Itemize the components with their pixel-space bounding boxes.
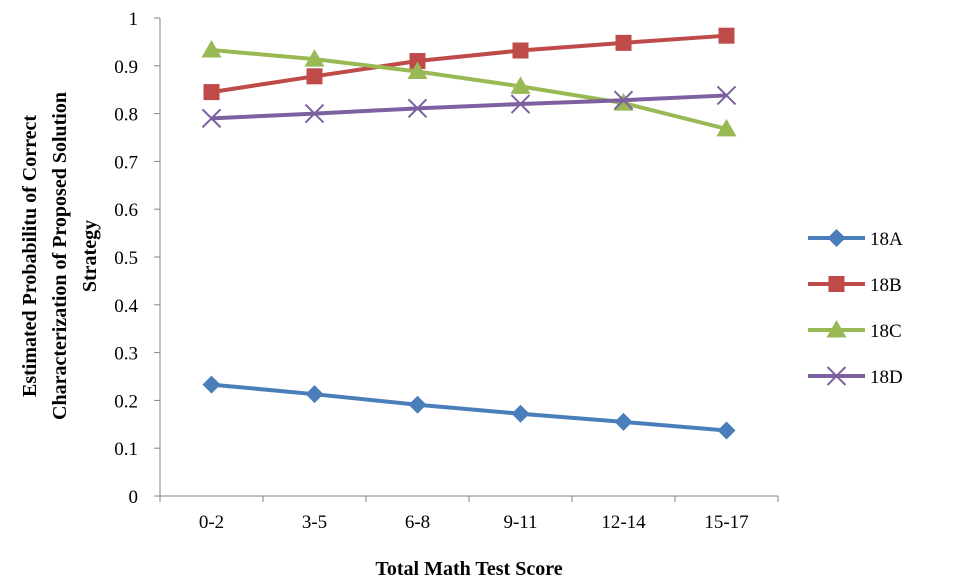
x-tick-label: 9-11 <box>503 512 537 533</box>
series-18c <box>201 40 737 137</box>
legend-item-18a: 18A <box>808 229 903 250</box>
data-point <box>306 68 323 85</box>
y-tick-label: 0.6 <box>114 200 138 221</box>
data-point <box>408 395 427 414</box>
y-tick-label: 0.1 <box>114 439 138 460</box>
legend-item-18c: 18C <box>808 320 902 342</box>
y-axis-title: Estimated Probabilitu of Correct Characte… <box>19 92 101 420</box>
axes <box>159 18 778 497</box>
y-tick-label: 0.4 <box>114 296 138 317</box>
legend-label: 18A <box>870 229 903 250</box>
x-axis-title: Total Math Test Score <box>375 558 562 580</box>
y-tick-label: 0.7 <box>114 152 138 173</box>
legend-marker <box>826 366 847 386</box>
y-tick-label: 0.9 <box>114 57 138 78</box>
series-layer <box>201 27 737 440</box>
x-tick-label: 6-8 <box>405 512 430 533</box>
data-point <box>510 94 531 114</box>
data-point <box>615 34 632 51</box>
legend-marker <box>826 320 847 338</box>
data-point <box>304 49 325 67</box>
data-point <box>409 53 426 70</box>
x-tick-label: 0-2 <box>199 512 224 533</box>
data-point <box>512 42 529 59</box>
data-point <box>305 385 324 404</box>
y-tick-label: 1 <box>129 9 139 30</box>
data-point <box>511 404 530 423</box>
legend-item-18d: 18D <box>808 366 903 388</box>
y-axis-ticks: 0 0.1 0.2 0.3 0.4 0.5 0.6 0.7 0.8 0.9 1 <box>114 9 160 508</box>
x-axis-ticks: 0-2 3-5 6-8 9-11 12-14 15-17 <box>159 496 779 533</box>
y-tick-label: 0.2 <box>114 391 138 412</box>
y-tick-label: 0.8 <box>114 105 138 126</box>
series-line <box>211 48 727 131</box>
x-tick-label: 3-5 <box>302 512 327 533</box>
data-point <box>613 90 634 110</box>
data-point <box>717 421 736 440</box>
legend-label: 18C <box>870 321 902 342</box>
series-18a <box>202 375 736 440</box>
y-tick-label: 0 <box>129 487 139 508</box>
x-tick-label: 12-14 <box>601 512 646 533</box>
data-point <box>614 412 633 431</box>
series-line <box>211 382 727 433</box>
data-point <box>407 61 428 80</box>
x-tick-label: 15-17 <box>704 512 748 533</box>
data-point <box>201 108 222 129</box>
y-axis-title-line: Estimated Probabilitu of Correct <box>19 115 41 397</box>
data-point <box>407 98 428 119</box>
data-point <box>716 85 737 106</box>
data-point <box>716 118 737 137</box>
data-point <box>202 375 221 394</box>
series-18b <box>203 27 735 101</box>
legend-marker <box>828 276 845 292</box>
data-point <box>304 103 325 124</box>
y-axis-title-line: Strategy <box>79 220 101 292</box>
legend: 18A 18B 18C 18D <box>808 229 903 388</box>
series-line <box>211 33 727 95</box>
data-point <box>510 76 531 94</box>
y-axis-title-line: Characterization of Proposed Solution <box>49 92 71 420</box>
legend-marker <box>827 229 846 247</box>
y-tick-label: 0.5 <box>114 248 138 269</box>
legend-label: 18D <box>870 367 903 388</box>
series-line <box>211 93 727 121</box>
legend-item-18b: 18B <box>808 275 902 296</box>
legend-label: 18B <box>870 275 902 296</box>
data-point <box>203 84 220 101</box>
series-18d <box>201 85 737 129</box>
data-point <box>718 27 735 44</box>
data-point <box>201 40 222 58</box>
y-tick-label: 0.3 <box>114 344 138 365</box>
